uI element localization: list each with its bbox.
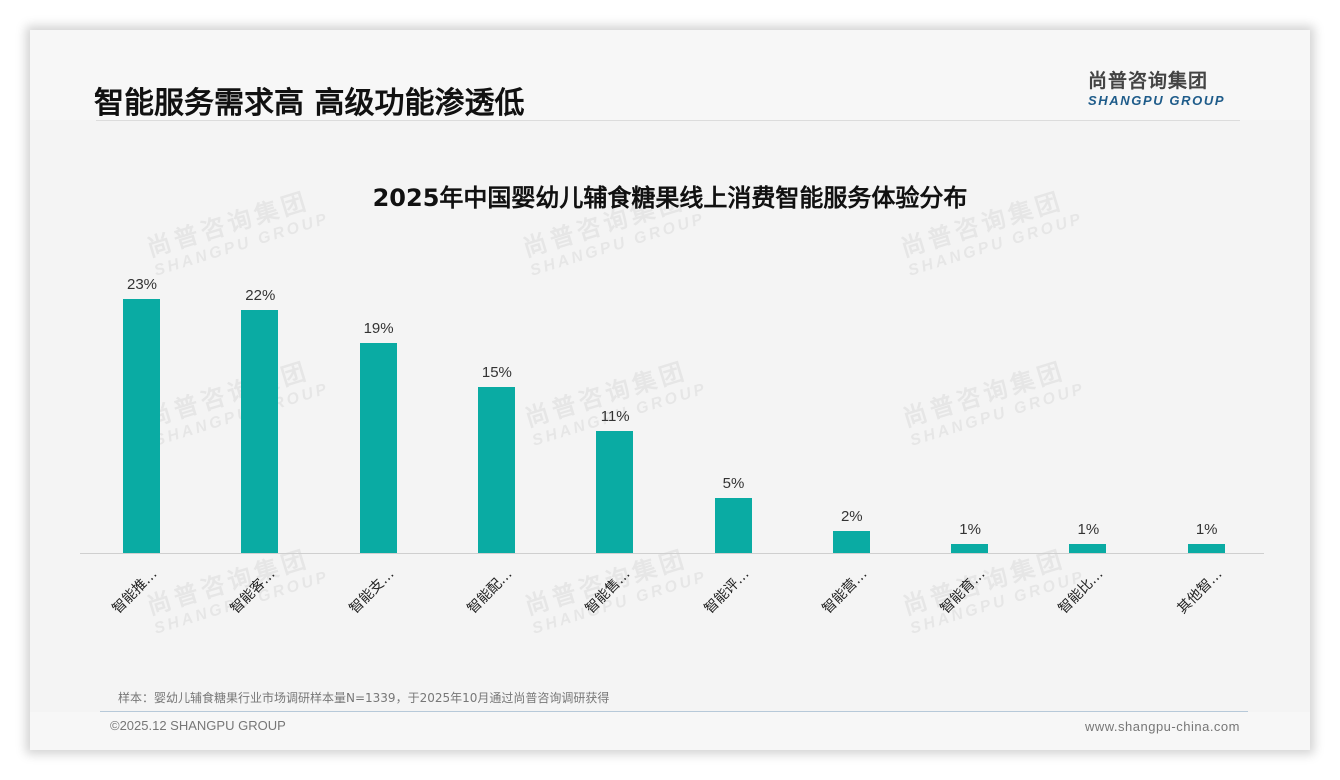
company-logo: 尚普咨询集团 SHANGPU GROUP	[1088, 66, 1248, 108]
bar	[714, 497, 752, 553]
bar	[1187, 544, 1225, 553]
bar-group: 1%	[911, 269, 1029, 553]
bar-value-label: 19%	[363, 320, 394, 338]
bar-group: 11%	[556, 269, 674, 553]
bar-value-label: 23%	[126, 275, 158, 293]
x-axis-baseline	[80, 553, 1264, 554]
bar-group: 23%	[83, 269, 201, 553]
logo-chinese-text: 尚普咨询集团	[1088, 70, 1209, 92]
x-axis-category-label: 智能售…	[582, 566, 634, 618]
bar-group: 15%	[438, 269, 556, 553]
bar-group: 1%	[1148, 269, 1266, 553]
bar	[951, 544, 989, 553]
bar	[596, 431, 634, 553]
logo-english-text: SHANGPU GROUP	[1088, 93, 1226, 108]
bar-value-label: 1%	[959, 521, 981, 538]
bar	[1069, 544, 1107, 553]
bar-value-label: 1%	[1077, 521, 1100, 538]
x-axis-labels: 智能推… 智能客… 智能支… 智能配… 智能售… 智能评… 智能营… 智能育… 智能比… 其他智…	[80, 554, 1264, 634]
bar	[241, 309, 279, 553]
chart-title: 2025年中国婴幼儿辅食糖果线上消费智能服务体验分布	[372, 184, 968, 212]
bar-chart-plot-area: 23% 22% 19% 15% 11% 5% 2% 1% 1% 1%	[80, 270, 1264, 554]
header-divider	[96, 120, 1240, 121]
x-axis-category-label: 智能比…	[1055, 566, 1107, 618]
header-band	[30, 30, 1310, 120]
bar	[359, 343, 397, 553]
x-axis-category-label: 智能推…	[109, 566, 161, 618]
bar-group: 2%	[793, 269, 911, 553]
bar-value-label: 5%	[722, 474, 745, 492]
bar	[832, 530, 870, 553]
x-axis-category-label: 智能育…	[937, 566, 989, 618]
bar	[123, 298, 160, 553]
page-title: 智能服务需求高 高级功能渗透低	[94, 86, 525, 121]
bar-value-label: 15%	[481, 364, 512, 382]
x-axis-category-label: 智能配…	[464, 566, 516, 618]
footer-band	[30, 712, 1310, 750]
x-axis-category-label: 智能营…	[819, 566, 871, 618]
x-axis-category-label: 智能支…	[346, 566, 398, 618]
website-link[interactable]: www.shangpu-china.com	[1084, 719, 1240, 734]
bar-value-label: 11%	[600, 408, 630, 426]
bar	[477, 387, 515, 553]
bar-group: 5%	[675, 269, 793, 553]
copyright-text: ©2025.12 SHANGPU GROUP	[110, 718, 286, 733]
x-axis-category-label: 智能评…	[701, 566, 752, 618]
bar-group: 22%	[201, 269, 319, 553]
bar-value-label: 2%	[840, 507, 863, 525]
x-axis-category-label: 智能客…	[227, 566, 279, 618]
bar-value-label: 22%	[245, 286, 276, 304]
footer-divider	[100, 711, 1248, 712]
x-axis-category-label: 其他智…	[1174, 566, 1226, 618]
slide: 尚普咨询集团 SHANGPU GROUP 尚普咨询集团 SHANGPU GROUP 尚普…	[30, 30, 1310, 750]
bar-value-label: 1%	[1195, 521, 1218, 538]
sample-note: 样本：婴幼儿辅食糖果行业市场调研样本量N=1339，于2025年10月通过尚普咨…	[118, 691, 610, 705]
bar-group: 1%	[1029, 269, 1147, 553]
bar-group: 19%	[320, 269, 438, 553]
